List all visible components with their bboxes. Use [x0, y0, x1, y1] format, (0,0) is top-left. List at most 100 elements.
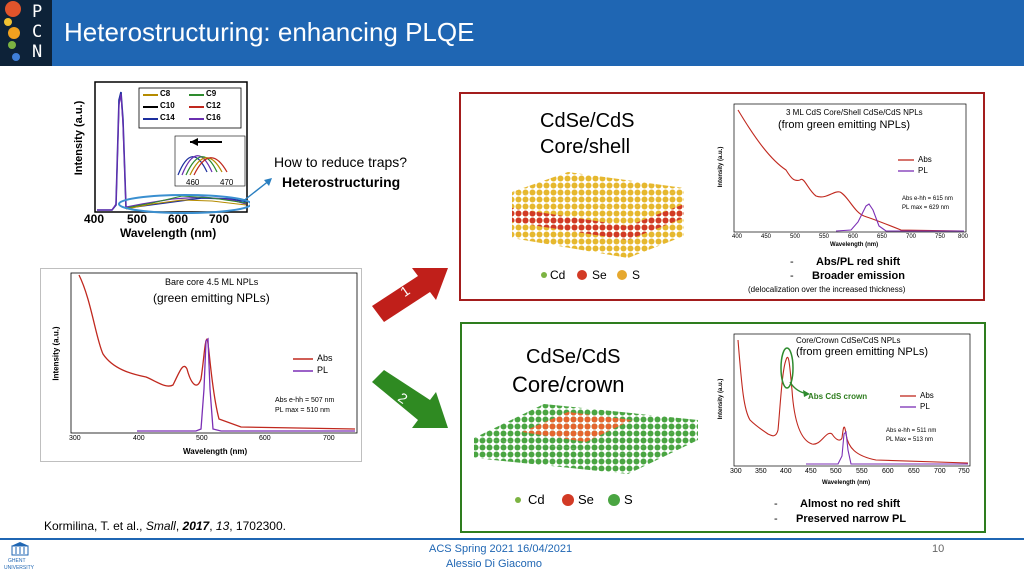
shell-bullet-dash-2: - — [790, 270, 794, 282]
shell-tick-550: 550 — [819, 234, 830, 240]
bare-legend-pl: PL — [317, 365, 329, 375]
shell-x-label: Wavelength (nm) — [830, 242, 879, 248]
bare-tick-300: 300 — [69, 435, 81, 442]
shell-tick-700: 700 — [906, 234, 917, 240]
crown-chart: Core/Crown CdSe/CdS NPLs (from green emi… — [716, 330, 974, 492]
crown-bullet-dash-2: - — [774, 513, 778, 525]
crown-subtitle: Core/crown — [512, 372, 625, 397]
bare-legend-abs: Abs — [317, 353, 333, 363]
crown-abs-label: Abs CdS crown — [808, 392, 868, 401]
y-axis-label: Intensity (a.u.) — [73, 100, 85, 176]
arrow-2-icon — [372, 370, 448, 428]
shell-tick-400: 400 — [732, 234, 743, 240]
shell-tick-500: 500 — [790, 234, 801, 240]
x-tick-500: 500 — [127, 212, 148, 226]
crown-bullet-1: Almost no red shift — [800, 498, 901, 510]
legend-c9: C9 — [206, 89, 217, 98]
shell-tick-800: 800 — [958, 234, 969, 240]
crown-tick-600: 600 — [882, 468, 894, 475]
shell-legend-se: Se — [592, 268, 607, 282]
ghent-university-logo-icon — [11, 542, 29, 556]
crown-bullet-2: Preserved narrow PL — [796, 513, 907, 525]
pointer-arrow-icon — [241, 178, 272, 203]
footer-divider — [0, 538, 1024, 540]
crown-legend-abs-label: Abs — [920, 391, 934, 400]
crown-tick-650: 650 — [908, 468, 920, 475]
bare-tick-500: 500 — [196, 435, 208, 442]
crown-tick-450: 450 — [805, 468, 817, 475]
logo-letter-c: C — [32, 22, 43, 42]
crown-chart-subtitle: (from green emitting NPLs) — [796, 346, 929, 358]
shell-title: CdSe/CdS — [540, 110, 635, 132]
shell-tick-650: 650 — [877, 234, 888, 240]
shell-bullet-note: (delocalization over the increased thick… — [748, 285, 906, 294]
x-axis-label: Wavelength (nm) — [120, 226, 217, 240]
crown-note-pl: PL Max = 513 nm — [886, 437, 933, 443]
crown-legend-pl-label: PL — [920, 402, 930, 411]
shell-legend-cd: Cd — [550, 268, 566, 282]
bare-core-title: Bare core 4.5 ML NPLs — [165, 277, 259, 287]
bare-core-chart: Bare core 4.5 ML NPLs (green emitting NP… — [40, 268, 362, 462]
legend-c14: C14 — [160, 113, 175, 122]
arrow-1-icon — [372, 268, 448, 322]
shell-legend-abs-label: Abs — [918, 155, 932, 164]
university-name-2: UNIVERSITY — [4, 565, 35, 571]
crown-title: CdSe/CdS — [526, 346, 621, 368]
crown-tick-750: 750 — [958, 468, 970, 475]
inset-tick-460: 460 — [186, 178, 200, 187]
x-tick-400: 400 — [84, 212, 105, 226]
shell-legend-dots-icon — [541, 270, 627, 280]
shell-bullet-dash-1: - — [790, 256, 794, 268]
x-tick-700: 700 — [209, 212, 230, 226]
chain-length-chart: C8 C9 C10 C12 C14 C16 460 470 400 500 60… — [72, 80, 252, 240]
crown-x-label: Wavelength (nm) — [822, 480, 871, 486]
bare-tick-400: 400 — [133, 435, 145, 442]
page-title: Heterostructuring: enhancing PLQE — [64, 17, 475, 47]
inset-tick-470: 470 — [220, 178, 234, 187]
crown-tick-400: 400 — [780, 468, 792, 475]
crown-legend-s: S — [624, 492, 633, 507]
core-shell-panel — [459, 92, 985, 301]
bare-tick-700: 700 — [323, 435, 335, 442]
bare-core-subtitle: (green emitting NPLs) — [153, 291, 270, 305]
x-tick-600: 600 — [168, 212, 189, 226]
bare-y-label: Intensity (a.u.) — [51, 326, 61, 381]
shell-legend-pl-label: PL — [918, 166, 928, 175]
footer-event: ACS Spring 2021 16/04/2021 — [429, 543, 573, 555]
citation-volume: 13 — [215, 519, 230, 533]
bare-tick-600: 600 — [259, 435, 271, 442]
question-answer: Heterostructuring — [282, 174, 401, 190]
logo-dots-icon — [4, 1, 21, 61]
shell-bullet-2: Broader emission — [812, 270, 905, 282]
core-crown-structure-icon — [474, 404, 698, 474]
crown-note-abs: Abs e-hh = 511 nm — [886, 428, 937, 434]
crown-bullet-dash-1: - — [774, 498, 778, 510]
shell-note-abs: Abs e-hh = 615 nm — [902, 196, 953, 202]
core-crown-panel — [460, 322, 986, 533]
page-number: 10 — [932, 543, 945, 555]
logo-letter-p: P — [32, 2, 43, 22]
shell-note-pl: PL max = 629 nm — [902, 205, 949, 211]
citation: Kormilina, T. et al., Small, 2017, 13, 1… — [44, 519, 286, 533]
logo-letter-n: N — [32, 42, 43, 62]
citation-pages: , 1702300. — [229, 519, 286, 533]
header-bar — [0, 0, 1024, 66]
core-shell-structure-icon — [512, 172, 684, 258]
shell-subtitle: Core/shell — [540, 136, 631, 158]
crown-legend-cd: Cd — [528, 492, 545, 507]
shell-legend-s: S — [632, 268, 641, 282]
shell-y-label: Intensity (a.u.) — [718, 146, 724, 188]
citation-authors: Kormilina, T. et al., — [44, 519, 146, 533]
legend-c10: C10 — [160, 101, 175, 110]
citation-year: 2017 — [182, 519, 210, 533]
university-name-1: GHENT — [8, 558, 26, 564]
shell-bullet-1: Abs/PL red shift — [816, 256, 901, 268]
pcn-logo: P C N — [0, 0, 52, 66]
crown-legend-dots-icon — [515, 494, 620, 506]
crown-tick-350: 350 — [755, 468, 767, 475]
bare-x-label: Wavelength (nm) — [183, 447, 248, 456]
citation-journal: Small — [145, 519, 176, 533]
crown-tick-700: 700 — [934, 468, 946, 475]
shell-chart: 3 ML CdS Core/Shell CdSe/CdS NPLs (from … — [716, 100, 971, 250]
shell-tick-750: 750 — [935, 234, 946, 240]
